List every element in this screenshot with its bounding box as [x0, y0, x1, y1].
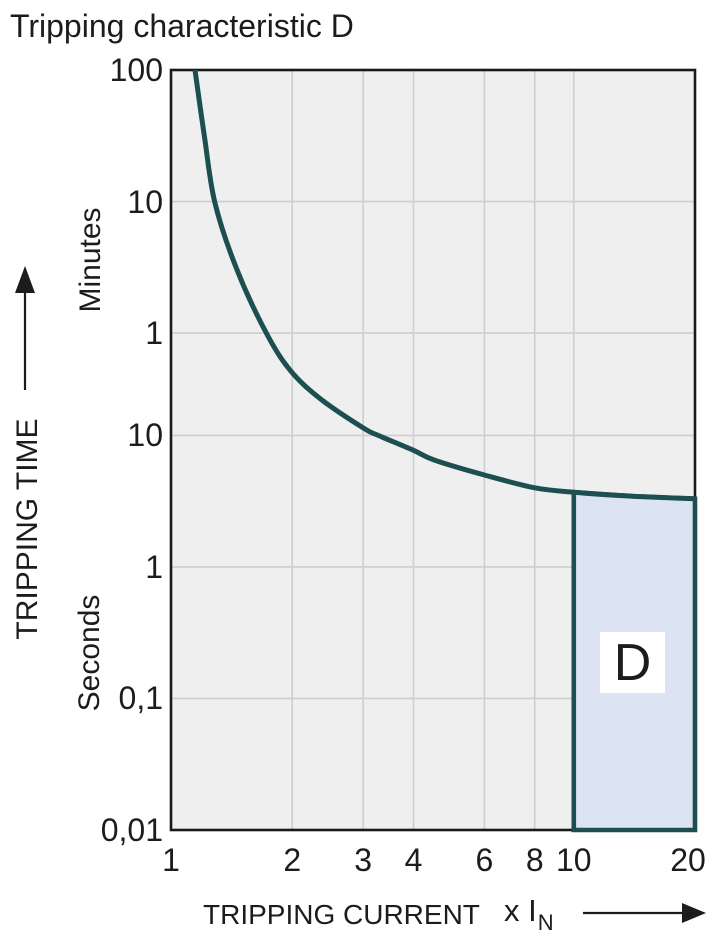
x-axis-unit-prefix: x I [504, 893, 537, 928]
x-axis-label: TRIPPING CURRENT [203, 899, 480, 930]
y-axis-unit-minutes: Minutes [74, 207, 107, 313]
y-axis-label: TRIPPING TIME [11, 418, 44, 640]
x-tick-label: 3 [354, 842, 373, 878]
chart-title: Tripping characteristic D [10, 8, 354, 44]
tripping-curve [192, 70, 696, 502]
y-tick-label: 1 [145, 315, 163, 352]
x-tick-label: 4 [404, 842, 423, 878]
plot-border [169, 68, 697, 832]
y-axis-arrow-icon [15, 266, 35, 390]
region-label-box: D [600, 632, 665, 693]
x-tick-label: 2 [283, 842, 302, 878]
y-tick-label: 100 [109, 52, 163, 88]
x-tick-label: 10 [555, 842, 592, 878]
y-tick-label: 0,1 [118, 680, 163, 717]
y-tick-label: 1 [145, 548, 163, 585]
x-tick-label: 20 [670, 842, 706, 878]
y-tick-label: 10 [127, 417, 163, 454]
x-axis-unit: x IN [504, 893, 554, 935]
x-arrow-head [682, 903, 706, 923]
y-tick-label: 10 [127, 183, 163, 220]
x-axis-arrow-icon [583, 903, 706, 923]
x-tick-label: 8 [525, 842, 544, 878]
x-axis-unit-subscript: N [537, 910, 554, 935]
y-arrow-head [15, 266, 35, 293]
y-tick-label: 0,01 [100, 812, 163, 848]
x-tick-label: 1 [162, 842, 180, 878]
region-label: D [613, 633, 652, 692]
x-tick-label: 6 [475, 842, 494, 878]
